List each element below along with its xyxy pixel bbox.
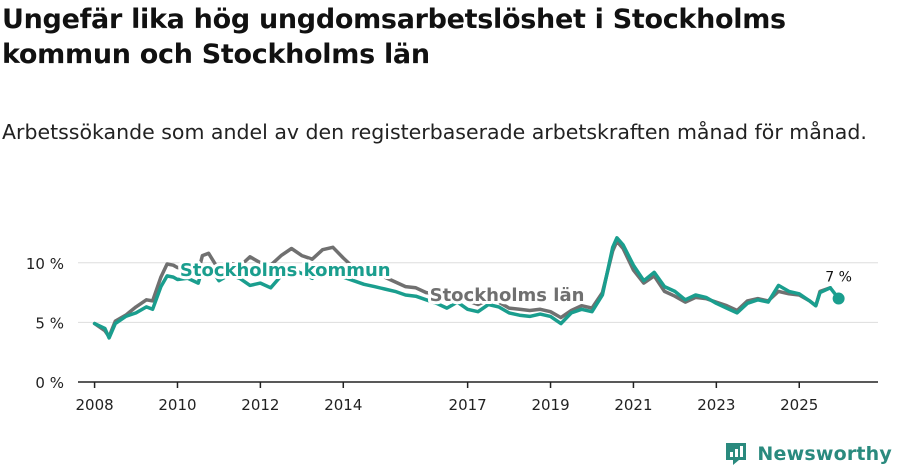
axis-layer: 0 % 5 % 10 % 2008 2010 2012 2014 2017 2019 2021 20… xyxy=(26,255,878,414)
grid-layer xyxy=(78,262,878,323)
end-value-label: 7 % xyxy=(825,270,852,286)
y-tick-label: 0 % xyxy=(35,374,64,392)
x-tick-label: 2012 xyxy=(241,396,279,414)
end-point-marker xyxy=(832,292,845,305)
series-layer xyxy=(92,236,845,340)
chart-title: Ungefär lika hög ungdomsarbetslöshet i S… xyxy=(2,4,786,70)
chart-subtitle: Arbetssökande som andel av den registerb… xyxy=(2,120,867,144)
x-tick-label: 2019 xyxy=(531,396,569,414)
newsworthy-logo-icon xyxy=(726,443,747,465)
brand-name: Newsworthy xyxy=(757,443,892,465)
series-label-kommun: Stockholms kommun xyxy=(180,260,391,281)
y-tick-label: 5 % xyxy=(35,314,64,332)
x-tick-label: 2010 xyxy=(158,396,196,414)
x-tick-label: 2017 xyxy=(449,396,487,414)
x-tick-label: 2025 xyxy=(780,396,818,414)
series-line-kommun xyxy=(92,236,841,340)
logo-bar-3 xyxy=(740,446,744,457)
x-tick-label: 2023 xyxy=(697,396,735,414)
x-tick-label: 2021 xyxy=(614,396,652,414)
x-tick-label: 2008 xyxy=(75,396,113,414)
brand-logo: Newsworthy xyxy=(723,441,892,467)
logo-bar-2 xyxy=(735,449,739,457)
x-tick-label: 2014 xyxy=(324,396,362,414)
label-layer: 7 % Stockholms kommun Stockholms län xyxy=(177,257,852,309)
series-label-lan: Stockholms län xyxy=(430,285,585,306)
logo-bar-1 xyxy=(730,452,734,457)
y-tick-label: 10 % xyxy=(26,255,64,273)
